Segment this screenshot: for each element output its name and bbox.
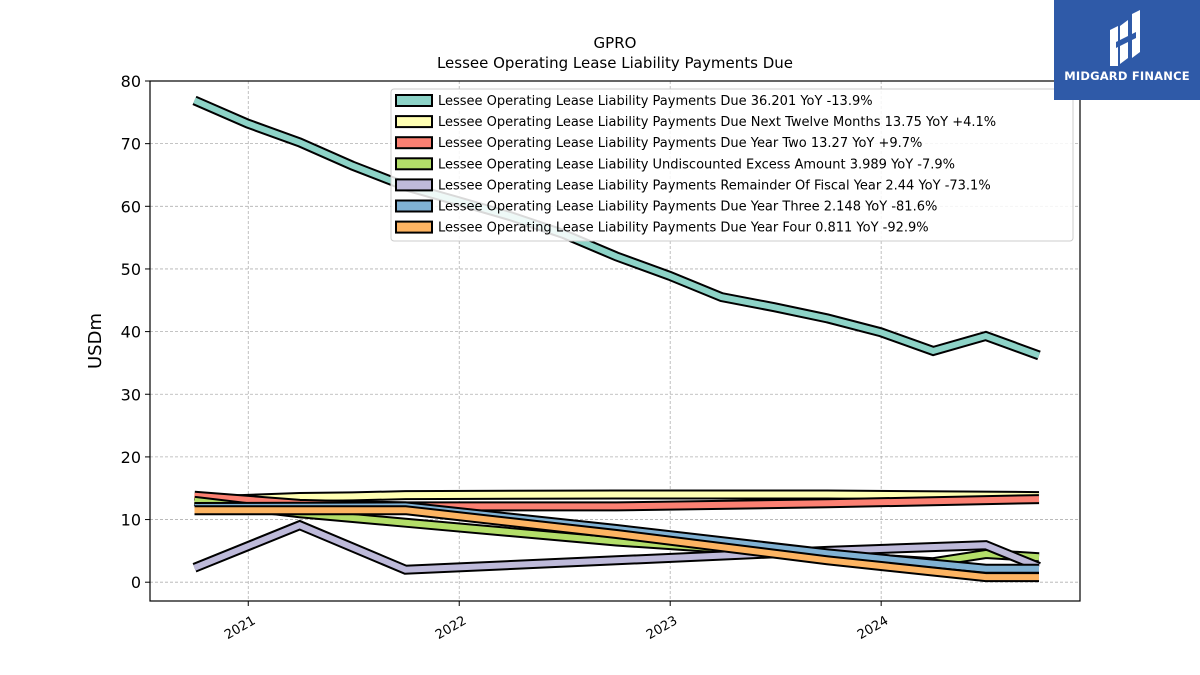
legend-swatch — [395, 136, 433, 150]
legend-swatch — [395, 178, 433, 192]
legend-label: Lessee Operating Lease Liability Undisco… — [438, 157, 955, 172]
y-tick-label: 60 — [121, 197, 141, 216]
legend-swatch — [395, 220, 433, 234]
legend-label: Lessee Operating Lease Liability Payment… — [438, 221, 929, 236]
legend-swatch — [395, 94, 433, 107]
legend-label: Lessee Operating Lease Liability Payment… — [438, 94, 873, 109]
x-tick-label: 2021 — [222, 613, 258, 643]
y-tick-label: 30 — [121, 385, 141, 404]
y-tick-label: 40 — [121, 323, 141, 342]
y-tick-label: 80 — [121, 72, 141, 91]
plot-frame — [149, 80, 1081, 602]
y-tick-label: 70 — [121, 135, 141, 154]
midgard-finance-logo: MIDGARD FINANCE — [1054, 0, 1200, 100]
chart-subtitle: Lessee Operating Lease Liability Payment… — [437, 54, 793, 72]
y-axis-label: USDm — [85, 313, 106, 369]
legend: Lessee Operating Lease Liability Payment… — [390, 88, 1074, 242]
series-1 — [194, 489, 1040, 506]
x-tick-label: 2022 — [433, 613, 469, 643]
y-tick-label: 50 — [121, 260, 141, 279]
chart-title: GPRO — [594, 34, 637, 52]
logo-mark-icon — [1110, 10, 1140, 66]
series-line — [194, 507, 1039, 581]
x-tick-label: 2024 — [855, 613, 891, 643]
x-tick-label: 2023 — [644, 613, 680, 643]
series-layer — [192, 95, 1041, 583]
legend-label: Lessee Operating Lease Liability Payment… — [438, 178, 991, 193]
legend-label: Lessee Operating Lease Liability Payment… — [438, 200, 937, 215]
legend-box — [390, 88, 1074, 242]
series-line — [193, 521, 1041, 573]
axes: 0 10 20 30 40 50 60 70 80 2021 2022 2023 2024 — [121, 72, 892, 643]
series-6 — [194, 505, 1039, 583]
legend-swatch — [395, 157, 433, 171]
legend-swatch — [395, 199, 433, 213]
legend-label: Lessee Operating Lease Liability Payment… — [438, 115, 996, 130]
y-tick-label: 10 — [121, 511, 141, 530]
series-0 — [192, 95, 1041, 361]
series-line — [194, 491, 1040, 504]
series-4 — [192, 519, 1041, 575]
legend-label: Lessee Operating Lease Liability Payment… — [438, 136, 922, 151]
legend-swatch — [395, 115, 433, 129]
y-tick-label: 0 — [131, 573, 141, 592]
y-tick-label: 20 — [121, 448, 141, 467]
series-line — [193, 97, 1041, 359]
logo-text: MIDGARD FINANCE — [1064, 69, 1190, 83]
